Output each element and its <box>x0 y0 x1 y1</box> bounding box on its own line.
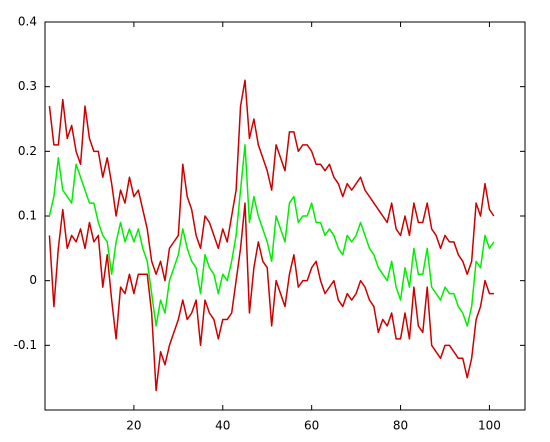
x-tick-label: 60 <box>304 419 319 433</box>
x-tick-label: 40 <box>215 419 230 433</box>
x-tick-label: 100 <box>478 419 501 433</box>
y-tick-label: 0.2 <box>18 144 37 158</box>
y-tick-label: 0.4 <box>18 15 37 29</box>
y-tick-label: -0.1 <box>14 338 37 352</box>
x-tick-label: 20 <box>126 419 141 433</box>
series-line <box>48 79 495 282</box>
series-line <box>48 202 494 392</box>
y-tick-label: 0.3 <box>18 79 37 93</box>
series-line <box>48 144 495 327</box>
y-tick-label: 0 <box>29 273 37 287</box>
y-tick-label: 0.1 <box>18 209 37 223</box>
x-tick-label: 80 <box>393 419 408 433</box>
